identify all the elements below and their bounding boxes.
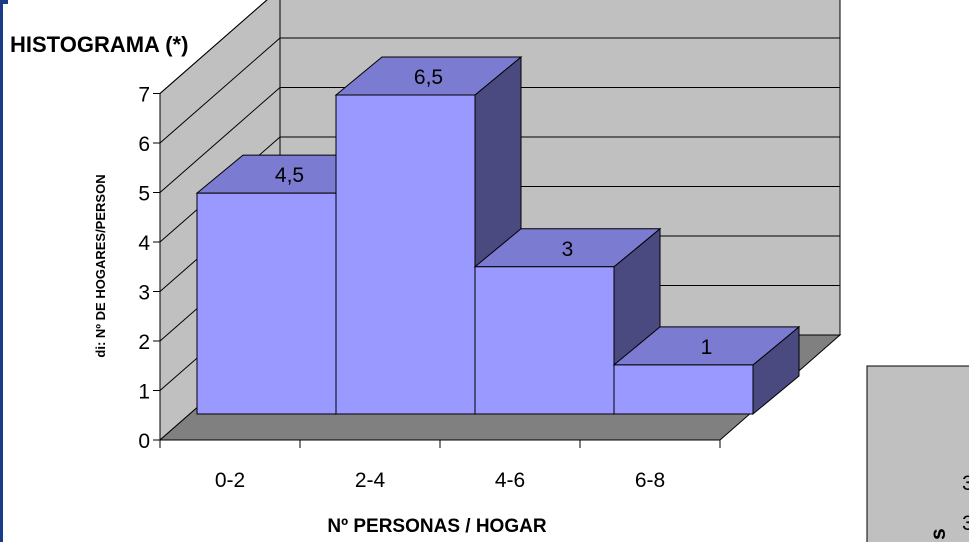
x-tick-labels: 0-2 2-4 4-6 6-8 [215, 469, 665, 492]
x-tick-label: 2-4 [355, 469, 386, 492]
bar [335, 94, 476, 415]
bar [613, 364, 754, 415]
y-tick-label: 4 [138, 232, 150, 255]
x-axis-label: Nº PERSONAS / HOGAR [327, 516, 546, 537]
gridline [159, 87, 840, 193]
data-label: 3 [562, 238, 574, 261]
y-tick-label: 3 [138, 282, 150, 305]
chart-bars [195, 55, 801, 416]
y-tick-label: 7 [138, 84, 150, 107]
data-label: 1 [701, 336, 713, 359]
data-label: 4,5 [275, 164, 304, 187]
side-panel-box [866, 365, 969, 542]
bar [196, 192, 337, 415]
y-axis-label: di: Nº DE HOGARES/PERSON [93, 174, 108, 357]
frame-border-left [0, 0, 3, 542]
y-tick-label: 5 [138, 183, 150, 206]
x-tick-label: 4-6 [495, 469, 525, 492]
y-tick-label: 2 [138, 331, 150, 354]
gridline [159, 0, 268, 94]
chart-data-labels: 4,5 6,5 3 1 [275, 66, 712, 359]
y-tick-label: 1 [138, 381, 150, 404]
frame-border-top [0, 0, 8, 4]
gridline [159, 37, 840, 144]
y-tick-labels: 0 1 2 3 4 5 6 7 [138, 84, 150, 454]
side-panel-text-3: s [927, 528, 950, 540]
side-panel: 3 3 s [866, 365, 969, 542]
x-tick-label: 6-8 [635, 469, 665, 492]
side-panel-text-1: 3 [962, 472, 969, 495]
data-label: 6,5 [414, 66, 443, 89]
x-tick-label: 0-2 [215, 469, 245, 492]
y-tick-label: 6 [138, 133, 150, 156]
chart-title: HISTOGRAMA (*) [10, 32, 188, 57]
bar [474, 266, 615, 415]
chart-axes [153, 93, 721, 448]
side-panel-text-2: 3 [962, 512, 969, 535]
y-tick-label: 0 [138, 430, 150, 453]
